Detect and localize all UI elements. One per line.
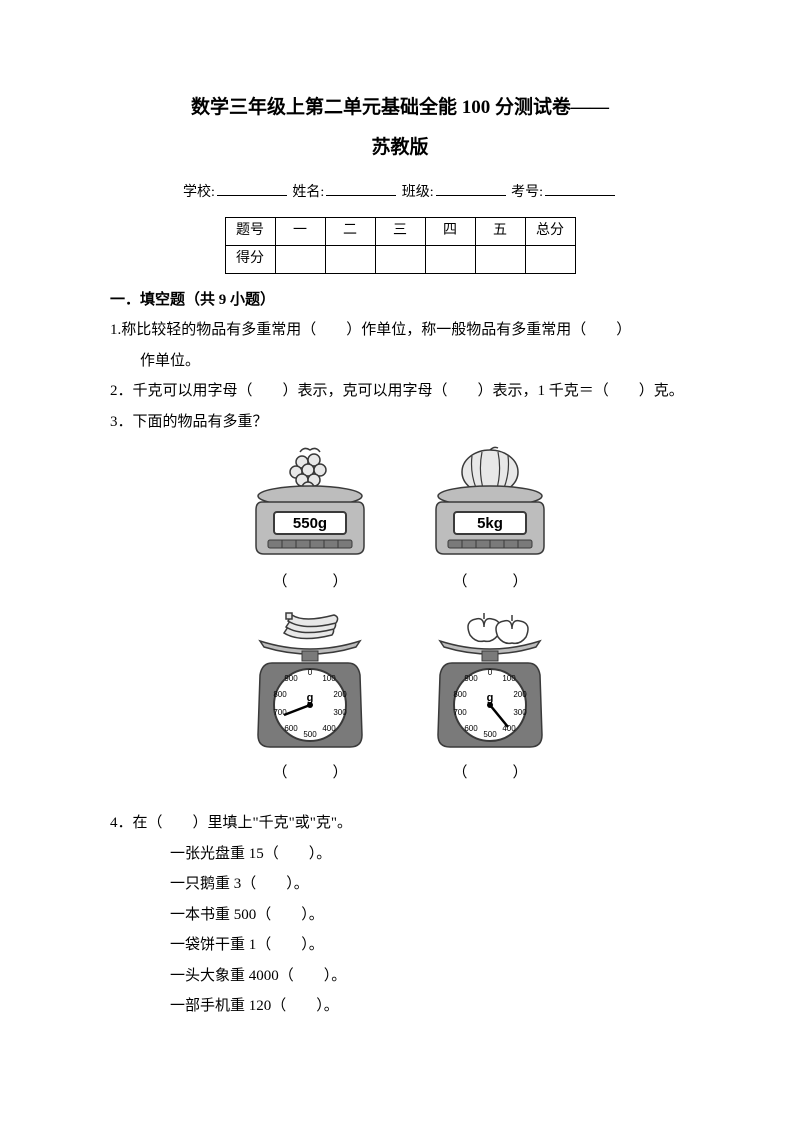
svg-text:500: 500 <box>483 730 497 739</box>
q4-item: 一头大象重 4000（ ）。 <box>170 962 690 991</box>
scale-apples-icon: 0 100 200 300 400 500 600 700 800 900 g <box>420 607 560 757</box>
q4-item: 一张光盘重 15（ ）。 <box>170 840 690 869</box>
section-1-head: 一．填空题（共 9 小题） <box>110 286 690 315</box>
cell: 题号 <box>225 217 275 245</box>
table-row: 得分 <box>225 245 575 273</box>
name-blank[interactable] <box>326 180 396 196</box>
svg-text:0: 0 <box>308 668 313 677</box>
score-table: 题号 一 二 三 四 五 总分 得分 <box>225 217 576 274</box>
svg-text:400: 400 <box>502 724 516 733</box>
question-1: 1.称比较轻的物品有多重常用（ ）作单位，称一般物品有多重常用（ ） <box>110 316 690 345</box>
cell: 总分 <box>525 217 575 245</box>
q4-item: 一只鹅重 3（ ）。 <box>170 870 690 899</box>
question-4: 4．在（ ）里填上"千克"或"克"。 <box>110 809 690 838</box>
school-label: 学校: <box>183 185 215 200</box>
answer-blank[interactable]: （ ） <box>272 568 347 597</box>
cell[interactable] <box>475 245 525 273</box>
svg-text:100: 100 <box>322 674 336 683</box>
cell: 三 <box>375 217 425 245</box>
examno-label: 考号: <box>511 185 543 200</box>
svg-text:200: 200 <box>333 690 347 699</box>
scale-watermelon: 5kg （ ） <box>420 446 560 597</box>
cell: 四 <box>425 217 475 245</box>
q1-line2: 作单位。 <box>110 347 690 376</box>
cell[interactable] <box>425 245 475 273</box>
question-2: 2．千克可以用字母（ ）表示，克可以用字母（ ）表示，1 千克＝（ ）克。 <box>110 377 690 406</box>
cell: 二 <box>325 217 375 245</box>
svg-text:400: 400 <box>322 724 336 733</box>
cell[interactable] <box>525 245 575 273</box>
name-label: 姓名: <box>292 185 324 200</box>
scale-grapes-icon: 550g <box>240 446 380 566</box>
class-label: 班级: <box>402 185 434 200</box>
cell: 五 <box>475 217 525 245</box>
table-row: 题号 一 二 三 四 五 总分 <box>225 217 575 245</box>
svg-text:600: 600 <box>284 724 298 733</box>
svg-text:900: 900 <box>284 674 298 683</box>
svg-text:900: 900 <box>464 674 478 683</box>
cell[interactable] <box>275 245 325 273</box>
svg-text:500: 500 <box>303 730 317 739</box>
scale-apples: 0 100 200 300 400 500 600 700 800 900 g … <box>420 607 560 788</box>
svg-text:5kg: 5kg <box>477 515 503 532</box>
q4-item: 一部手机重 120（ ）。 <box>170 992 690 1021</box>
cell: 一 <box>275 217 325 245</box>
svg-text:800: 800 <box>273 690 287 699</box>
school-blank[interactable] <box>217 180 287 196</box>
q4-item: 一袋饼干重 1（ ）。 <box>170 931 690 960</box>
answer-blank[interactable]: （ ） <box>272 759 347 788</box>
scales-row-2: 0 100 200 300 400 500 600 700 800 900 g … <box>110 607 690 788</box>
cell: 得分 <box>225 245 275 273</box>
svg-text:200: 200 <box>513 690 527 699</box>
svg-text:300: 300 <box>513 708 527 717</box>
cell[interactable] <box>325 245 375 273</box>
q1-line1: 1.称比较轻的物品有多重常用（ ）作单位，称一般物品有多重常用（ ） <box>110 322 631 338</box>
scale-bananas: 0 100 200 300 400 500 600 700 800 900 g … <box>240 607 380 788</box>
answer-blank[interactable]: （ ） <box>452 759 527 788</box>
examno-blank[interactable] <box>545 180 615 196</box>
svg-text:100: 100 <box>502 674 516 683</box>
scale-bananas-icon: 0 100 200 300 400 500 600 700 800 900 g <box>240 607 380 757</box>
q4-item: 一本书重 500（ ）。 <box>170 901 690 930</box>
scale-grapes: 550g （ ） <box>240 446 380 597</box>
meta-line: 学校: 姓名: 班级: 考号: <box>110 180 690 207</box>
q4-list: 一张光盘重 15（ ）。 一只鹅重 3（ ）。 一本书重 500（ ）。 一袋饼… <box>110 840 690 1021</box>
svg-text:300: 300 <box>333 708 347 717</box>
class-blank[interactable] <box>436 180 506 196</box>
answer-blank[interactable]: （ ） <box>452 568 527 597</box>
title-sub: 苏教版 <box>110 130 690 166</box>
svg-text:700: 700 <box>453 708 467 717</box>
scale-watermelon-icon: 5kg <box>420 446 560 566</box>
svg-text:800: 800 <box>453 690 467 699</box>
svg-text:600: 600 <box>464 724 478 733</box>
svg-text:550g: 550g <box>293 515 327 532</box>
scales-row-1: 550g （ ） 5kg （ ） <box>110 446 690 597</box>
title-main: 数学三年级上第二单元基础全能 100 分测试卷—— <box>110 90 690 126</box>
cell[interactable] <box>375 245 425 273</box>
svg-text:0: 0 <box>488 668 493 677</box>
question-3: 3．下面的物品有多重？ <box>110 408 690 437</box>
